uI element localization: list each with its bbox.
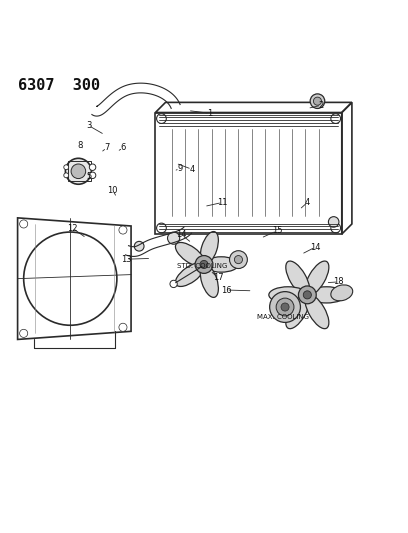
Ellipse shape: [286, 294, 310, 329]
Circle shape: [157, 114, 166, 124]
Circle shape: [119, 323, 127, 332]
Circle shape: [89, 164, 96, 171]
Circle shape: [170, 280, 177, 288]
Text: 4: 4: [189, 165, 195, 174]
Circle shape: [134, 241, 144, 251]
Text: 1: 1: [207, 109, 213, 118]
Ellipse shape: [269, 287, 307, 303]
Circle shape: [270, 292, 300, 322]
Text: 15: 15: [272, 227, 282, 236]
Circle shape: [157, 223, 166, 233]
Circle shape: [281, 303, 289, 311]
Circle shape: [328, 216, 339, 227]
Circle shape: [313, 97, 322, 105]
Text: 18: 18: [333, 277, 344, 286]
Ellipse shape: [286, 261, 310, 295]
Text: 12: 12: [67, 223, 78, 232]
Text: 6307  300: 6307 300: [18, 78, 100, 93]
Circle shape: [234, 255, 242, 264]
Text: 14: 14: [310, 243, 321, 252]
Text: 6: 6: [120, 143, 126, 152]
Ellipse shape: [204, 257, 238, 272]
Ellipse shape: [331, 285, 353, 301]
Text: 17: 17: [213, 273, 224, 282]
Circle shape: [71, 164, 86, 179]
Ellipse shape: [305, 261, 329, 295]
Ellipse shape: [200, 231, 218, 265]
Circle shape: [200, 261, 208, 269]
Circle shape: [119, 226, 127, 234]
Text: 14: 14: [177, 230, 187, 239]
Text: 5: 5: [86, 172, 91, 181]
Circle shape: [89, 172, 96, 179]
Ellipse shape: [307, 287, 346, 303]
Circle shape: [331, 114, 341, 124]
Text: 11: 11: [217, 198, 228, 207]
Circle shape: [331, 223, 341, 233]
Circle shape: [20, 329, 28, 337]
Circle shape: [230, 251, 247, 269]
Circle shape: [195, 255, 213, 273]
Text: 4: 4: [305, 198, 310, 207]
Circle shape: [298, 286, 316, 304]
Circle shape: [310, 94, 325, 108]
Ellipse shape: [305, 294, 329, 329]
Circle shape: [20, 220, 28, 228]
Text: 10: 10: [108, 186, 118, 195]
Circle shape: [65, 158, 91, 184]
Text: 8: 8: [78, 141, 83, 150]
Text: 3: 3: [86, 121, 91, 130]
Circle shape: [64, 165, 69, 169]
Bar: [68, 161, 91, 181]
Text: MAX. COOLING: MAX. COOLING: [257, 314, 309, 320]
Ellipse shape: [175, 263, 205, 286]
Ellipse shape: [175, 243, 205, 266]
Circle shape: [303, 291, 311, 299]
Text: 13: 13: [121, 255, 131, 264]
Circle shape: [276, 298, 294, 316]
Text: 16: 16: [221, 286, 232, 295]
Ellipse shape: [200, 264, 218, 297]
Text: 7: 7: [104, 143, 109, 152]
Circle shape: [168, 232, 180, 244]
Text: 2: 2: [319, 101, 324, 110]
Circle shape: [64, 173, 69, 178]
Text: STD. COOLING: STD. COOLING: [177, 263, 227, 270]
Text: 9: 9: [177, 164, 182, 173]
